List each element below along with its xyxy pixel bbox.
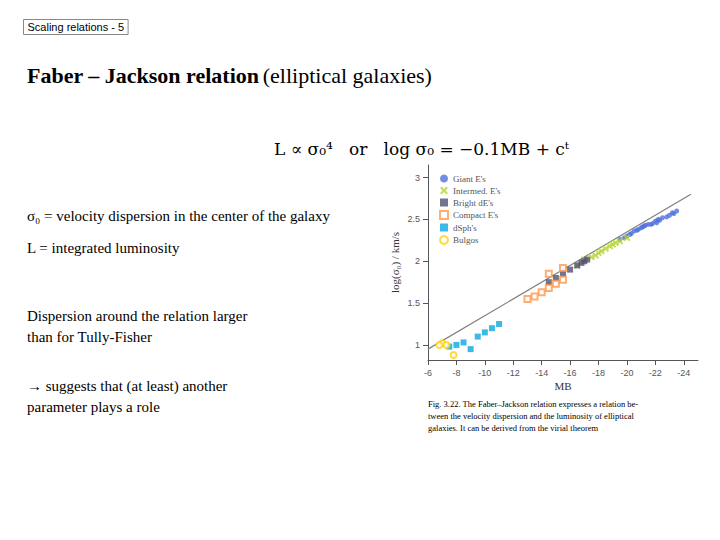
svg-text:dSph's: dSph's — [453, 223, 477, 233]
svg-text:-22: -22 — [649, 368, 662, 378]
svg-text:1: 1 — [415, 340, 420, 350]
svg-text:Faber – Jackson relation: Faber – Jackson relation — [27, 63, 259, 88]
svg-text:σ₀ = velocity dispersion in th: σ₀ = velocity dispersion in the center o… — [27, 208, 330, 224]
svg-text:2.5: 2.5 — [407, 214, 420, 224]
svg-text:MB: MB — [554, 380, 571, 392]
svg-text:1.5: 1.5 — [407, 298, 420, 308]
svg-text:Bulgos: Bulgos — [453, 235, 479, 245]
svg-text:-24: -24 — [677, 368, 690, 378]
svg-text:-12: -12 — [507, 368, 520, 378]
svg-text:Scaling relations - 5: Scaling relations - 5 — [28, 21, 125, 33]
svg-text:-8: -8 — [452, 368, 460, 378]
svg-text:(elliptical galaxies): (elliptical galaxies) — [263, 63, 432, 88]
svg-text:L = integrated luminosity: L = integrated luminosity — [27, 240, 180, 256]
svg-text:Compact E's: Compact E's — [453, 210, 499, 220]
svg-text:-14: -14 — [535, 368, 548, 378]
svg-text:→ suggests that (at least) ano: → suggests that (at least) another — [27, 378, 227, 395]
svg-text:Bright dE's: Bright dE's — [453, 198, 494, 208]
svg-text:-18: -18 — [592, 368, 605, 378]
svg-text:-20: -20 — [620, 368, 633, 378]
svg-text:than for Tully-Fisher: than for Tully-Fisher — [27, 329, 152, 345]
svg-text:-6: -6 — [424, 368, 432, 378]
svg-text:Intermed. E's: Intermed. E's — [453, 186, 501, 196]
svg-text:3: 3 — [415, 173, 420, 183]
svg-text:Fig. 3.22. The Faber–Jackson r: Fig. 3.22. The Faber–Jackson relation ex… — [428, 399, 638, 409]
svg-text:2: 2 — [415, 256, 420, 266]
svg-text:-16: -16 — [564, 368, 577, 378]
svg-text:Giant E's: Giant E's — [453, 174, 486, 184]
svg-text:log(σ₀) / km/s: log(σ₀) / km/s — [389, 232, 402, 293]
svg-text:-10: -10 — [478, 368, 491, 378]
svg-text:Dispersion around the relation: Dispersion around the relation larger — [27, 308, 248, 324]
svg-text:parameter plays a role: parameter plays a role — [27, 399, 160, 415]
svg-text:L ∝ σ₀⁴ or log σ₀ = −0.1MB: L ∝ σ₀⁴ or log σ₀ = −0.1MB + cᵗ — [274, 139, 570, 159]
svg-text:galaxies. It can be derived fr: galaxies. It can be derived from the vir… — [428, 423, 599, 433]
svg-text:tween the velocity dispersion: tween the velocity dispersion and the lu… — [428, 411, 634, 421]
